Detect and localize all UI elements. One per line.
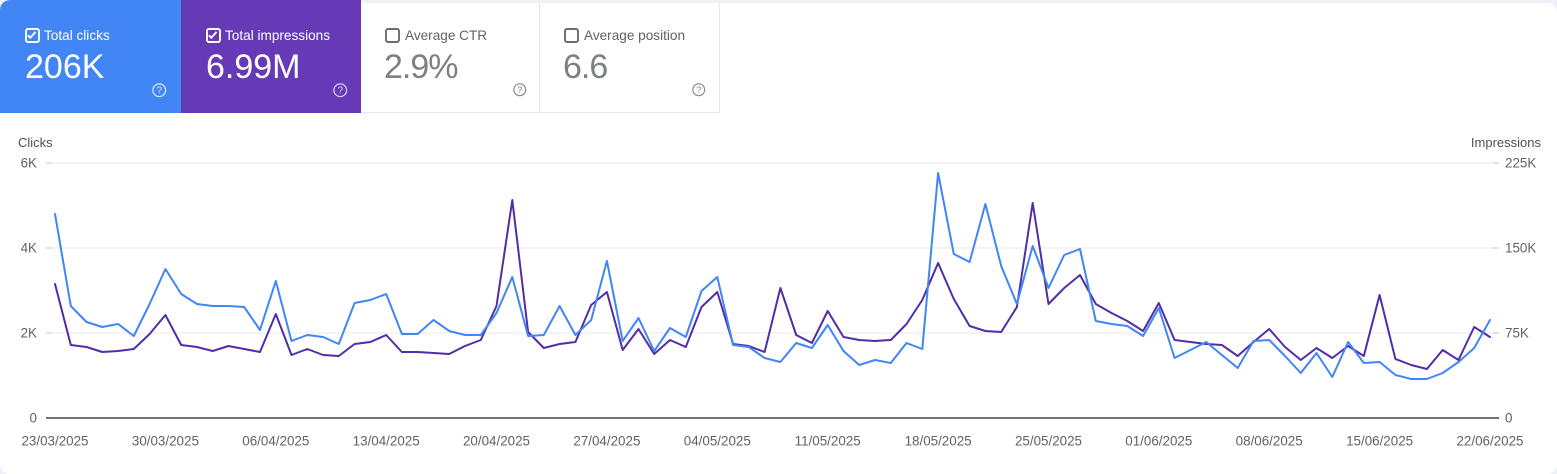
svg-text:150K: 150K (1505, 241, 1536, 256)
svg-text:06/04/2025: 06/04/2025 (242, 434, 309, 449)
svg-text:04/05/2025: 04/05/2025 (684, 434, 751, 449)
svg-text:08/06/2025: 08/06/2025 (1236, 434, 1303, 449)
svg-text:?: ? (517, 85, 522, 96)
svg-text:2K: 2K (21, 326, 37, 341)
svg-text:0: 0 (1505, 411, 1512, 426)
svg-text:23/03/2025: 23/03/2025 (21, 434, 88, 449)
svg-text:01/06/2025: 01/06/2025 (1125, 434, 1192, 449)
svg-text:?: ? (156, 85, 162, 96)
svg-text:15/06/2025: 15/06/2025 (1346, 434, 1413, 449)
svg-text:6K: 6K (21, 156, 37, 171)
svg-text:225K: 225K (1505, 156, 1536, 171)
svg-text:30/03/2025: 30/03/2025 (132, 434, 199, 449)
svg-text:22/06/2025: 22/06/2025 (1456, 434, 1523, 449)
svg-text:20/04/2025: 20/04/2025 (463, 434, 530, 449)
svg-text:27/04/2025: 27/04/2025 (573, 434, 640, 449)
svg-text:0: 0 (30, 411, 37, 426)
svg-text:13/04/2025: 13/04/2025 (353, 434, 420, 449)
svg-text:18/05/2025: 18/05/2025 (905, 434, 972, 449)
svg-text:?: ? (696, 85, 701, 96)
svg-text:?: ? (337, 85, 343, 96)
svg-text:25/05/2025: 25/05/2025 (1015, 434, 1082, 449)
svg-text:11/05/2025: 11/05/2025 (795, 434, 861, 449)
svg-text:Clicks: Clicks (18, 135, 53, 150)
svg-text:75K: 75K (1505, 326, 1529, 341)
svg-text:Impressions: Impressions (1471, 135, 1542, 150)
svg-text:4K: 4K (21, 241, 37, 256)
